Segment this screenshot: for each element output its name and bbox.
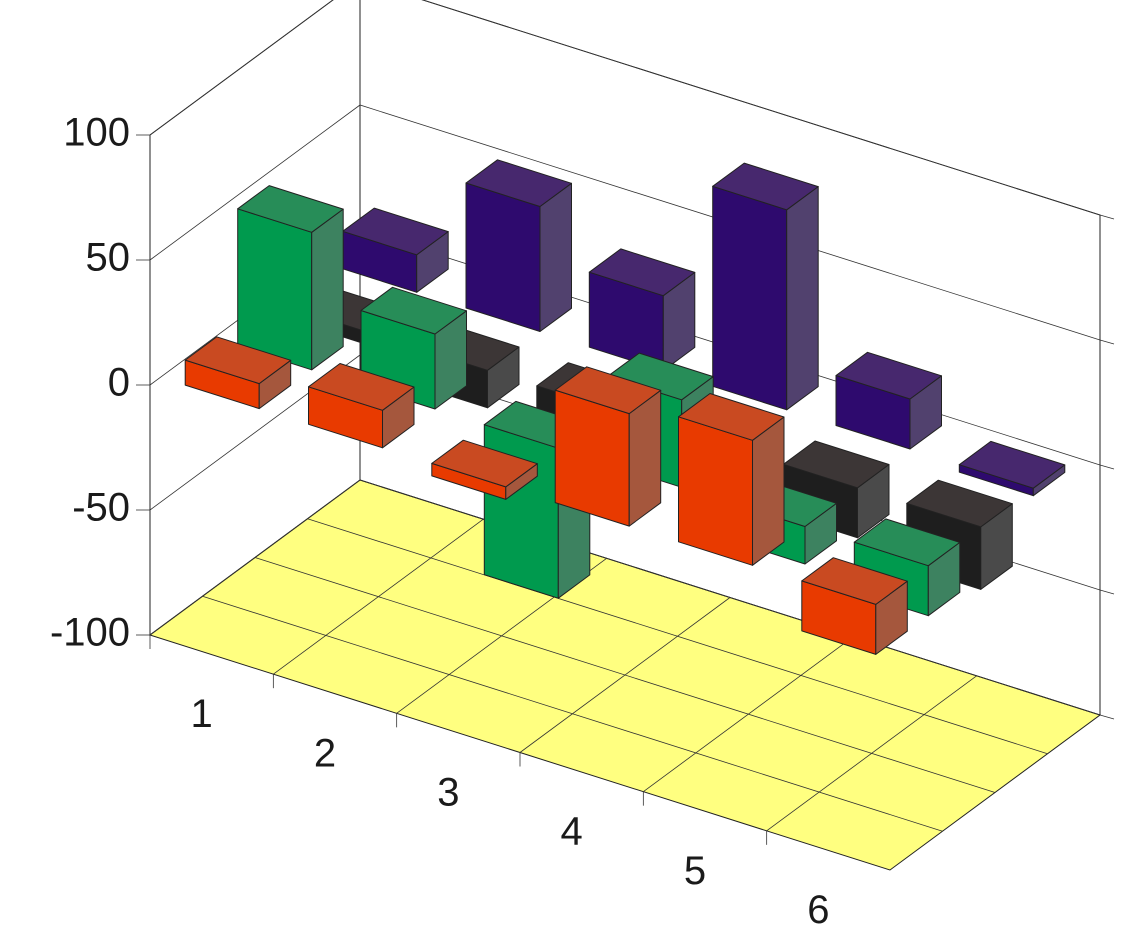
bar	[308, 363, 415, 449]
y-tick	[1099, 589, 1115, 595]
y-tick-label: -100	[50, 611, 130, 655]
x-tick-label: 1	[191, 692, 213, 736]
bar-top	[801, 557, 908, 605]
bar-top	[853, 518, 961, 567]
x-tick-label: 6	[807, 888, 829, 932]
bar-side	[786, 186, 819, 411]
x-tick-label: 5	[684, 849, 706, 893]
bar-top	[958, 440, 1066, 489]
bar-side	[539, 182, 572, 332]
x-tick-label: 2	[314, 731, 336, 775]
bar-front	[237, 208, 313, 371]
bar-top	[783, 440, 890, 489]
bar	[712, 162, 819, 411]
y-tick-label: 100	[63, 111, 130, 155]
y-tick	[1099, 464, 1115, 470]
bar-top	[184, 336, 292, 385]
bar	[801, 557, 908, 655]
bar	[853, 518, 961, 617]
bar	[588, 248, 696, 372]
bar	[431, 439, 538, 500]
floor-grid	[254, 557, 996, 793]
floor-grid	[202, 595, 943, 832]
grid-line	[149, 104, 1101, 341]
bar	[184, 336, 292, 410]
bar-front	[465, 182, 541, 332]
bar	[835, 351, 942, 450]
bar-top	[712, 162, 819, 211]
bar	[958, 440, 1066, 497]
bar	[678, 393, 785, 566]
bar-top	[678, 393, 785, 441]
bar	[342, 207, 449, 293]
y-tick-label: 50	[86, 236, 131, 280]
floor-grid	[307, 518, 1048, 755]
y-tick	[1099, 339, 1115, 345]
bar-front	[712, 185, 788, 411]
bar	[237, 185, 344, 371]
bar-top	[360, 286, 467, 335]
bar	[465, 159, 572, 332]
grid-line	[149, 0, 1101, 216]
bar	[554, 366, 662, 527]
bar-top	[588, 248, 696, 297]
y-tick	[1099, 214, 1115, 220]
bar-top	[835, 351, 942, 400]
bar-top	[554, 366, 662, 415]
x-tick-label: 4	[561, 810, 583, 854]
bar-top	[308, 363, 415, 411]
x-tick-label: 3	[437, 770, 459, 814]
bar-top	[431, 439, 538, 488]
bar-top	[906, 479, 1013, 528]
bar-side	[752, 416, 785, 566]
y-tick	[1099, 714, 1115, 720]
y-tick-label: -50	[72, 486, 130, 530]
bar-side	[311, 208, 344, 371]
bar-top	[342, 207, 449, 256]
bar-top	[465, 159, 572, 207]
bar-top	[237, 185, 344, 233]
y-tick-label: 0	[108, 361, 130, 405]
bar-front	[678, 416, 753, 566]
